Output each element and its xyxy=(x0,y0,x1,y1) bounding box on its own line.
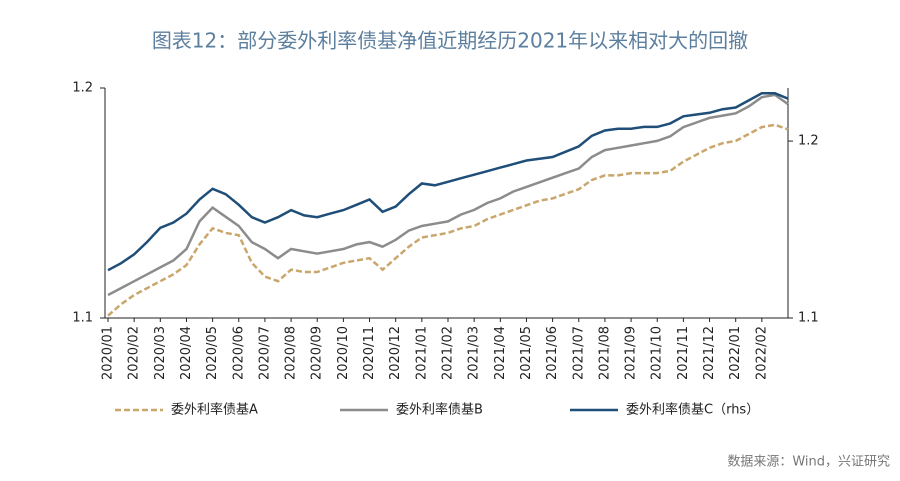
y2-tick-label: 1.1 xyxy=(798,311,819,326)
y-tick-label: 1.1 xyxy=(72,311,93,326)
legend-label: 委外利率债基B xyxy=(396,402,483,418)
x-tick-label: 2022/02 xyxy=(754,326,769,380)
series-line xyxy=(107,92,789,272)
x-tick-label: 2021/07 xyxy=(571,326,586,380)
legend-label: 委外利率债基C（rhs） xyxy=(626,402,759,418)
series-line xyxy=(107,93,789,297)
x-tick-label: 2020/04 xyxy=(179,326,194,380)
x-tick-label: 2020/10 xyxy=(336,326,351,380)
y-tick-label: 1.2 xyxy=(72,81,93,96)
x-tick-label: 2020/03 xyxy=(153,326,168,380)
x-tick-label: 2020/06 xyxy=(231,326,246,380)
x-tick-label: 2021/09 xyxy=(624,326,639,380)
x-tick-label: 2021/04 xyxy=(493,326,508,380)
x-tick-label: 2020/09 xyxy=(310,326,325,380)
source: 数据来源：Wind，兴证研究 xyxy=(727,455,890,470)
x-tick-label: 2020/08 xyxy=(284,326,299,380)
x-tick-label: 2020/11 xyxy=(362,326,377,380)
x-tick-label: 2021/01 xyxy=(414,326,429,380)
series-line xyxy=(107,123,789,317)
legend-label: 委外利率债基A xyxy=(171,402,258,418)
x-tick-label: 2020/12 xyxy=(388,326,403,380)
x-tick-label: 2021/08 xyxy=(597,326,612,380)
x-tick-label: 2021/11 xyxy=(676,326,691,380)
x-tick-label: 2021/12 xyxy=(702,326,717,380)
x-tick-label: 2021/05 xyxy=(519,326,534,380)
x-tick-label: 2021/10 xyxy=(650,326,665,380)
x-tick-label: 2020/01 xyxy=(101,326,116,380)
y2-tick-label: 1.2 xyxy=(798,134,819,149)
x-tick-label: 2021/02 xyxy=(441,326,456,380)
x-tick-label: 2022/01 xyxy=(728,326,743,380)
chart-title: 图表12：部分委外利率债基净值近期经历2021年以来相对大的回撤 xyxy=(152,29,748,53)
x-tick-label: 2020/05 xyxy=(205,326,220,380)
x-tick-label: 2020/07 xyxy=(257,326,272,380)
x-tick-label: 2020/02 xyxy=(127,326,142,380)
x-tick-label: 2021/03 xyxy=(467,326,482,380)
x-tick-label: 2021/06 xyxy=(545,326,560,380)
